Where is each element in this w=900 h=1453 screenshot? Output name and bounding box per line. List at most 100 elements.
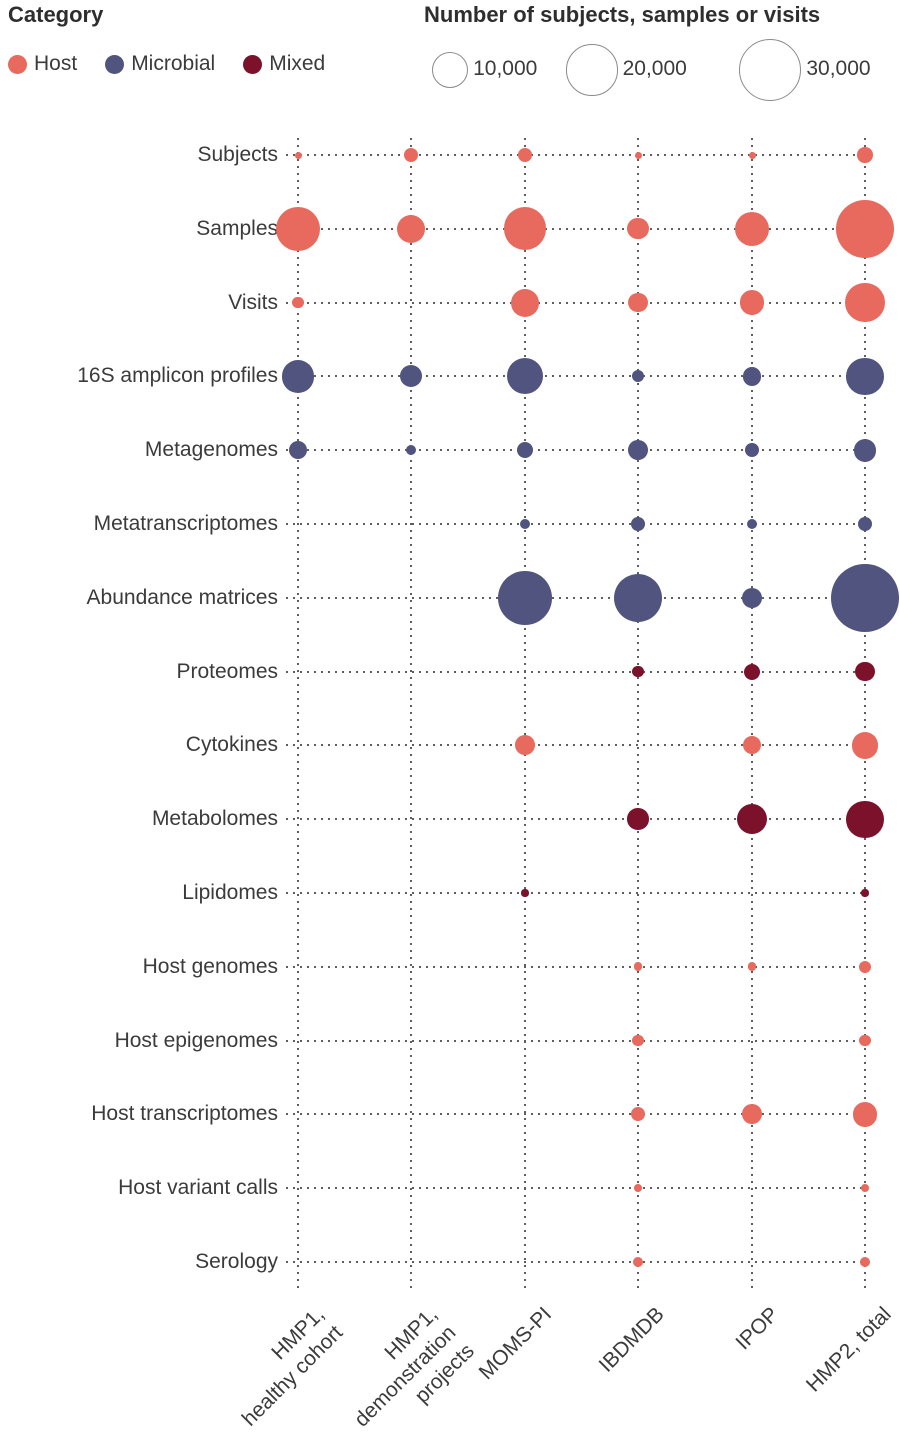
row-label-host-genomes: Host genomes — [142, 954, 278, 978]
bubble-0-5 — [857, 147, 873, 163]
row-label-16s-amplicon-profiles: 16S amplicon profiles — [77, 364, 278, 388]
bubble-0-1 — [403, 147, 418, 162]
column-label-0: HMP1, healthy cohort — [237, 1302, 348, 1431]
bubble-6-5 — [831, 563, 899, 632]
bubble-6-3 — [613, 573, 663, 623]
bubble-1-5 — [835, 199, 895, 258]
bubble-15-5 — [859, 1256, 871, 1268]
size-legend-title: Number of subjects, samples or visits — [424, 2, 821, 27]
bubble-0-2 — [517, 147, 533, 163]
bubble-9-5 — [846, 800, 884, 838]
grid-row-line-9 — [286, 818, 866, 821]
bubble-5-5 — [857, 516, 873, 532]
grid-row-line-2 — [286, 301, 866, 304]
row-label-abundance-matrices: Abundance matrices — [86, 585, 278, 609]
bubble-15-3 — [632, 1256, 644, 1268]
grid-column-line-1 — [410, 138, 412, 1288]
grid-row-line-14 — [286, 1187, 866, 1190]
grid-row-line-8 — [286, 744, 866, 747]
category-dot-icon — [105, 54, 125, 74]
bubble-1-0 — [275, 206, 321, 251]
bubble-8-2 — [515, 735, 535, 756]
bubble-7-4 — [743, 663, 761, 680]
grid-column-line-2 — [524, 138, 526, 1288]
category-legend-label: Mixed — [269, 52, 326, 75]
bubble-3-3 — [631, 370, 644, 383]
bubble-11-3 — [633, 962, 643, 972]
column-label-4: IPOP — [731, 1302, 783, 1355]
bubble-2-4 — [739, 290, 765, 315]
row-label-metatranscriptomes: Metatranscriptomes — [93, 512, 278, 535]
bubble-1-4 — [734, 211, 770, 246]
bubble-14-5 — [860, 1184, 870, 1193]
bubble-3-0 — [281, 360, 315, 393]
bubble-10-2 — [521, 889, 529, 897]
category-dot-icon — [8, 54, 27, 74]
bubble-13-4 — [742, 1104, 762, 1125]
bubble-2-2 — [510, 288, 539, 317]
bubble-3-2 — [506, 358, 544, 395]
bubble-6-2 — [498, 570, 552, 625]
category-legend-item-mixed: Mixed — [243, 52, 325, 76]
bubble-7-3 — [632, 665, 644, 678]
bubble-3-4 — [742, 367, 762, 386]
bubble-14-3 — [633, 1184, 643, 1193]
bubble-0-3 — [634, 151, 642, 159]
row-label-cytokines: Cytokines — [185, 733, 278, 757]
size-legend-label: 10,000 — [473, 57, 538, 80]
column-label-1: HMP1, demonstration projects — [349, 1302, 479, 1432]
grid-row-line-1 — [286, 227, 866, 230]
grid-column-line-3 — [637, 138, 639, 1288]
bubble-4-5 — [853, 438, 877, 462]
bubble-4-1 — [405, 445, 417, 456]
bubble-13-5 — [852, 1102, 878, 1127]
bubble-5-2 — [519, 518, 531, 530]
bubble-8-5 — [851, 731, 879, 759]
category-legend: Host Microbial Mixed — [8, 52, 325, 76]
bubble-1-1 — [396, 214, 425, 243]
category-legend-item-host: Host — [8, 52, 77, 76]
category-legend-item-microbial: Microbial — [105, 52, 215, 76]
row-label-host-transcriptomes: Host transcriptomes — [91, 1102, 278, 1126]
row-label-subjects: Subjects — [197, 143, 278, 166]
grid-column-line-4 — [751, 138, 753, 1288]
grid-row-line-12 — [286, 1039, 866, 1042]
row-label-metagenomes: Metagenomes — [144, 438, 278, 462]
bubble-1-2 — [503, 207, 547, 251]
grid-row-line-15 — [286, 1261, 866, 1263]
bubble-5-3 — [630, 516, 645, 531]
grid-column-line-5 — [864, 138, 866, 1288]
grid-row-line-4 — [286, 449, 866, 452]
row-label-lipidomes: Lipidomes — [182, 881, 278, 904]
size-legend-label: 20,000 — [622, 57, 687, 80]
bubble-0-4 — [748, 151, 756, 159]
row-label-samples: Samples — [196, 216, 278, 240]
bubble-10-5 — [861, 889, 869, 897]
column-label-5: HMP2, total — [802, 1302, 896, 1397]
grid-row-line-11 — [286, 965, 866, 968]
row-label-visits: Visits — [228, 290, 278, 314]
row-label-host-variant-calls: Host variant calls — [118, 1176, 278, 1200]
bubble-9-3 — [627, 808, 649, 830]
size-legend-label: 30,000 — [806, 57, 871, 80]
bubble-7-5 — [855, 661, 875, 682]
grid-row-line-6 — [286, 596, 866, 599]
bubble-6-4 — [742, 587, 762, 608]
bubble-0-0 — [294, 151, 302, 159]
bubble-4-3 — [628, 440, 648, 461]
category-legend-label: Microbial — [131, 52, 216, 75]
bubble-2-0 — [292, 296, 304, 309]
bubble-4-4 — [744, 443, 759, 458]
bubble-5-4 — [746, 518, 758, 530]
row-label-proteomes: Proteomes — [176, 659, 278, 683]
bubble-12-3 — [632, 1034, 644, 1047]
bubble-13-3 — [630, 1107, 645, 1122]
bubble-2-3 — [628, 292, 648, 313]
category-legend-title: Category — [8, 2, 104, 27]
grid-row-line-3 — [286, 375, 866, 378]
bubble-8-4 — [742, 736, 762, 755]
row-label-metabolomes: Metabolomes — [151, 807, 278, 831]
grid-row-line-7 — [286, 670, 866, 673]
